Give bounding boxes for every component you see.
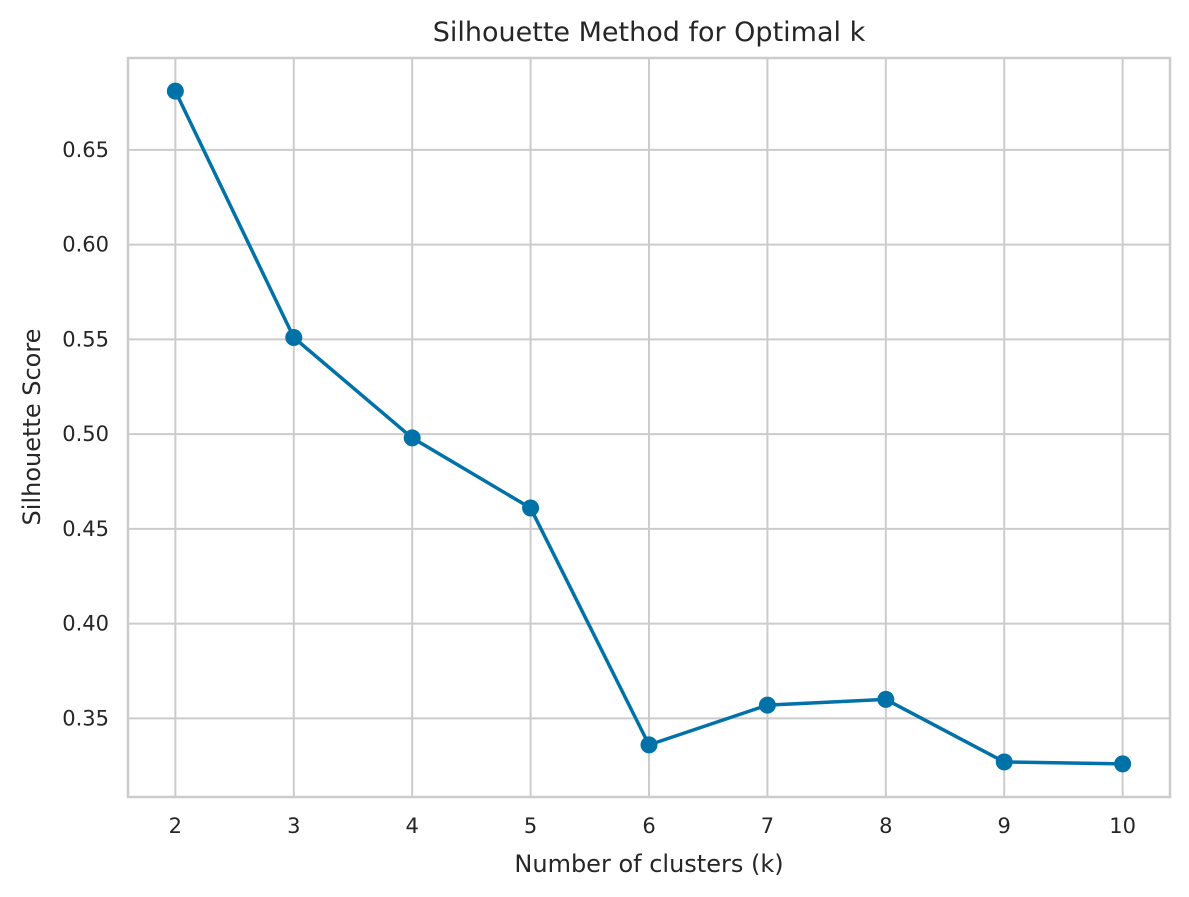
chart-title: Silhouette Method for Optimal k — [433, 17, 866, 48]
data-point — [403, 429, 421, 447]
y-tick-label: 0.65 — [62, 138, 109, 162]
y-ticks: 0.35 0.40 0.45 0.50 0.55 0.60 0.65 — [62, 138, 109, 730]
x-tick-label: 10 — [1109, 814, 1136, 838]
data-point — [1114, 755, 1132, 773]
data-point — [758, 696, 776, 714]
x-tick-label: 3 — [287, 814, 300, 838]
data-point — [877, 690, 895, 708]
grid — [128, 58, 1170, 797]
x-tick-label: 8 — [879, 814, 892, 838]
y-tick-label: 0.50 — [62, 422, 109, 446]
data-point — [995, 753, 1013, 771]
x-axis-label: Number of clusters (k) — [514, 850, 783, 878]
series-layer — [166, 82, 1132, 773]
y-tick-label: 0.35 — [62, 706, 109, 730]
y-axis-label: Silhouette Score — [18, 329, 46, 526]
x-tick-label: 7 — [761, 814, 774, 838]
y-tick-label: 0.55 — [62, 327, 109, 351]
y-tick-label: 0.40 — [62, 612, 109, 636]
y-tick-label: 0.60 — [62, 233, 109, 257]
x-tick-label: 5 — [524, 814, 537, 838]
data-point — [640, 736, 658, 754]
x-ticks: 2 3 4 5 6 7 8 9 10 — [169, 814, 1136, 838]
x-tick-label: 2 — [169, 814, 182, 838]
data-point — [522, 499, 540, 517]
data-point — [285, 328, 303, 346]
x-tick-label: 4 — [405, 814, 418, 838]
x-tick-label: 9 — [998, 814, 1011, 838]
data-point — [166, 82, 184, 100]
x-tick-label: 6 — [642, 814, 655, 838]
plot-frame — [126, 56, 1172, 799]
y-tick-label: 0.45 — [62, 517, 109, 541]
